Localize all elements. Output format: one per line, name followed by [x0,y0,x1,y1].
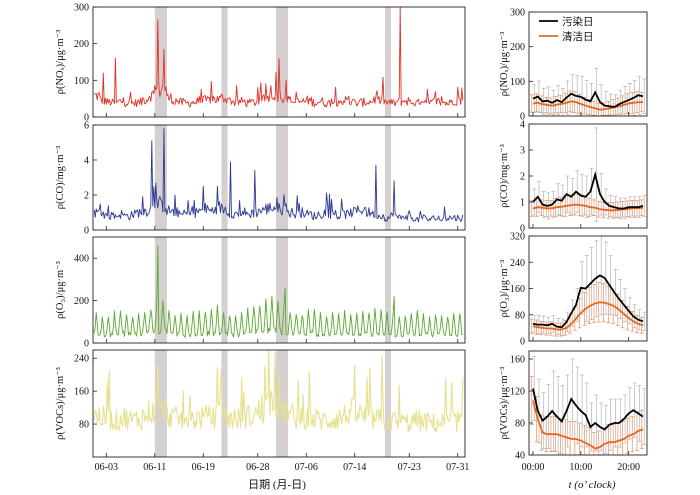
timeseries-panel-NOx: 0 100 200 300 ρ(NOₓ)/μg·m⁻³ [55,3,466,124]
y-axis-label: ρ(CO)/mg·m⁻³ [499,144,510,208]
panel-frame [92,349,466,458]
legend-clean-label: 清洁日 [562,30,594,43]
y-tick-label: 200 [510,42,525,53]
y-tick-label: 4 [520,120,525,131]
y-tick-label: 320 [510,232,525,243]
x-tick-label: 07-31 [446,462,469,473]
timeseries-panel-CO: 0 2 4 6 ρ(CO)/mg·m⁻³ [55,121,466,237]
timeseries-panel-O3: 0 200 400 ρ(O₃)/μg·m⁻³ [55,236,466,350]
y-tick-label: 240 [74,354,89,365]
y-tick-label: 160 [74,387,89,398]
x-tick-label: 20:00 [617,462,640,473]
episode-band-0-1 [221,7,228,117]
panel-frame [92,124,466,231]
pollution-day-line [532,388,644,431]
episode-band-2-3 [385,237,392,343]
y-axis-label: ρ(O₃)/μg·m⁻³ [499,260,510,318]
x-tick-label: 07-06 [295,462,318,473]
diurnal-panel-NOx: 0 100 200 300 ρ(NOₓ)/μg·m⁻³ [499,8,648,123]
y-tick-label: 100 [510,77,525,88]
panel-frame [528,350,648,456]
clean-day-line [532,100,643,111]
episode-band-0-0 [154,7,167,117]
x-tick-label: 07-14 [343,462,366,473]
y-axis-label: ρ(NOₓ)/μg·m⁻³ [499,32,510,97]
clean-day-line [532,400,644,450]
y-tick-label: 100 [74,76,89,87]
y-tick-label: 2 [520,172,525,183]
episode-band-3-1 [221,350,228,457]
episode-band-3-3 [385,350,392,457]
y-axis-label: ρ(CO)/mg·m⁻³ [55,146,66,210]
diurnal-x-axis-label: t (o’ clock) [568,479,615,491]
x-tick-label: 00:00 [522,462,545,473]
series-line-NOx [94,6,464,108]
panel-frame [528,11,648,117]
y-tick-label: 80 [79,420,89,431]
y-tick-label: 40 [515,451,525,462]
x-tick-label: 06-11 [143,462,166,473]
y-axis-label: ρ(O₃)/μg·m⁻³ [55,261,66,319]
series-line-CO [93,128,464,223]
y-tick-label: 0 [84,339,89,350]
y-tick-label: 160 [510,355,525,366]
y-tick-label: 300 [74,3,89,14]
x-tick-label: 10:00 [569,462,592,473]
y-tick-label: 6 [84,121,89,132]
y-tick-label: 0 [520,224,525,235]
y-tick-label: 240 [510,258,525,269]
diurnal-panel-CO: 0 1 2 3 4 ρ(CO)/mg·m⁻³ [499,120,648,235]
legend-pollution-label: 污染日 [562,15,594,28]
x-tick-label: 06-03 [95,462,118,473]
timeseries-panel-VOCs: 80 160 240 ρ(VOCs)/μg·m⁻³ [55,349,466,458]
y-tick-label: 4 [84,156,89,167]
y-tick-label: 0 [520,112,525,123]
diurnal-panel-O3: 0 80 160 240 320 ρ(O₃)/μg·m⁻³ [499,232,648,348]
panel-frame [92,6,466,118]
y-tick-label: 0 [520,337,525,348]
y-tick-label: 200 [74,296,89,307]
y-tick-label: 2 [84,191,89,202]
episode-band-1-0 [154,125,167,230]
y-tick-label: 1 [520,198,525,209]
y-tick-label: 3 [520,146,525,157]
x-tick-label: 07-23 [398,462,421,473]
x-tick-label: 06-28 [246,462,269,473]
timeseries-x-axis-label: 日期 (月-日) [248,478,306,491]
x-tick-label: 06-19 [192,462,215,473]
y-tick-label: 0 [84,226,89,237]
clean-day-line [532,203,644,212]
pollution-day-line [532,171,644,210]
y-axis-label: ρ(VOCs)/μg·m⁻³ [499,367,510,440]
panel-frame [92,236,466,344]
clean-day-line [532,301,644,331]
episode-band-1-1 [221,125,228,230]
diurnal-panels: 0 100 200 300 ρ(NOₓ)/μg·m⁻³ 0 1 2 3 4 ρ(CO)/mg·m⁻³… [499,8,648,473]
y-tick-label: 200 [74,39,89,50]
y-tick-label: 300 [510,8,525,19]
y-axis-label: ρ(NOₓ)/μg·m⁻³ [55,30,66,95]
y-tick-label: 0 [84,113,89,124]
time-series-panels: 0100200300ρ(NOₓ)/μg·m⁻³0246ρ(CO)/mg·m⁻³0… [55,3,469,474]
series-line-VOCs [93,349,464,433]
episode-band-0-2 [275,7,289,117]
y-tick-label: 80 [515,419,525,430]
pollution-day-line [532,274,644,329]
y-tick-label: 120 [510,387,525,398]
episode-band-0-3 [385,7,392,117]
series-line-O3 [93,245,463,338]
legend: 污染日 清洁日 [539,15,594,43]
y-tick-label: 80 [515,310,525,321]
y-tick-label: 160 [510,284,525,295]
y-tick-label: 400 [74,254,89,265]
episode-band-2-1 [221,237,228,343]
episode-band-1-3 [385,125,392,230]
y-axis-label: ρ(VOCs)/μg·m⁻³ [55,367,66,440]
pollution-day-line [532,90,644,108]
